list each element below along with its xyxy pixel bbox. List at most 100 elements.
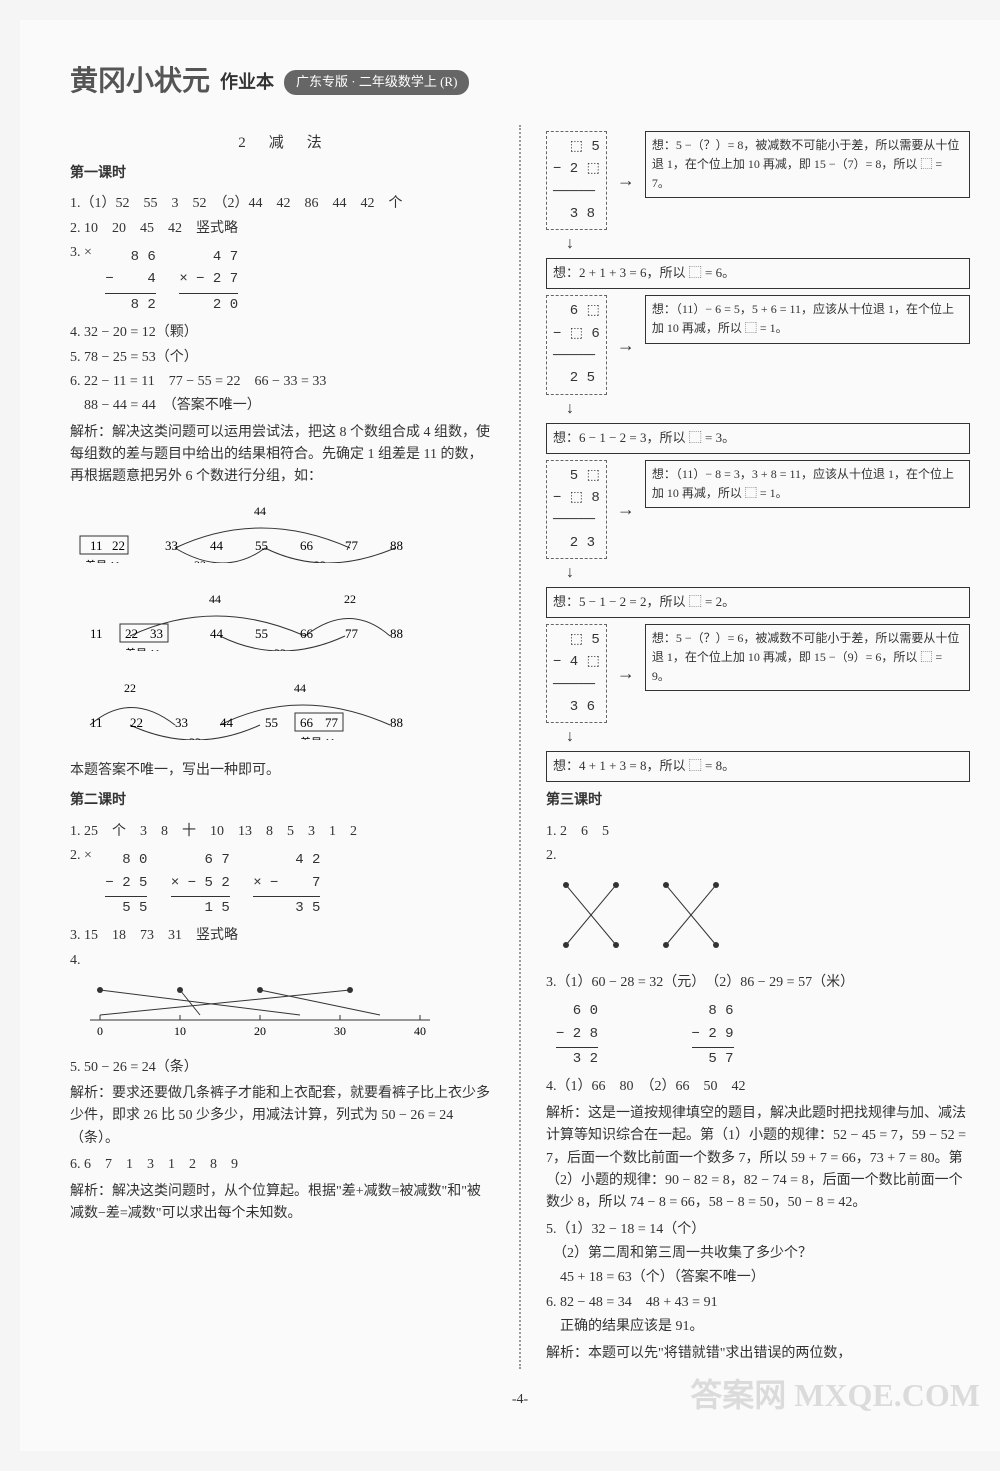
l2-q3: 3. 15 18 73 31 竖式略 bbox=[70, 925, 494, 947]
svg-text:44: 44 bbox=[294, 681, 306, 695]
l3-q5a: 5.（1）32 − 18 = 14（个） bbox=[546, 1219, 970, 1241]
flow-arrow-icon: ↓ bbox=[546, 565, 970, 581]
grouping-diagram-2: 44 22 33 11 2233 4455 6677 88 差是 11 bbox=[70, 591, 450, 651]
calc-box-5: 5 ⬚ − ⬚ 8 ───── 2 3 bbox=[546, 460, 607, 560]
arrow-right-icon: → bbox=[617, 495, 635, 524]
chapter-title: 2 减 法 bbox=[70, 131, 494, 155]
l2-analysis6: 解析：解决这类问题时，从个位算起。根据"差+减数=被减数"和"被减数−差=减数"… bbox=[70, 1181, 494, 1226]
q6b: 88 − 44 = 44 （答案不唯一） bbox=[70, 395, 494, 417]
svg-text:40: 40 bbox=[414, 1024, 426, 1038]
think-desc-5: 想：（11）− 8 = 3，3 + 8 = 11，应该从十位退 1，在个位上加 … bbox=[645, 460, 970, 508]
svg-text:66: 66 bbox=[300, 715, 314, 730]
l3-q6a: 6. 82 − 48 = 34 48 + 43 = 91 bbox=[546, 1292, 970, 1314]
vert-calc-1: 8 6 − 4 8 2 bbox=[105, 246, 155, 316]
q2: 2. 10 20 45 42 竖式略 bbox=[70, 218, 494, 240]
svg-text:0: 0 bbox=[97, 1024, 103, 1038]
think-block-1: ⬚ 5 − 2 ⬚ ───── 3 8 → 想：5 −（？）= 8，被减数不可能… bbox=[546, 131, 970, 231]
think-box-6: 想：5 − 1 − 2 = 2，所以 ⬚ = 2。 bbox=[546, 587, 970, 618]
svg-text:11: 11 bbox=[90, 626, 103, 641]
svg-text:66: 66 bbox=[300, 538, 314, 553]
lesson1-title: 第一课时 bbox=[70, 163, 494, 185]
l2-analysis5: 解析：要求还要做几条裤子才能和上衣配套，就要看裤子比上衣少多少件，即求 26 比… bbox=[70, 1083, 494, 1150]
q3-row: 3. × 8 6 − 4 8 2 4 7 × − 2 7 2 0 bbox=[70, 242, 494, 320]
q5: 5. 78 − 25 = 53（个） bbox=[70, 347, 494, 369]
l3-q3: 3.（1）60 − 28 = 32（元） （2）86 − 29 = 57（米） bbox=[546, 972, 970, 994]
analysis1: 解析：解决这类问题可以运用尝试法，把这 8 个数组合成 4 组数，使每组数的差与… bbox=[70, 422, 494, 489]
q6a: 6. 22 − 11 = 11 77 − 55 = 22 66 − 33 = 3… bbox=[70, 371, 494, 393]
svg-text:22: 22 bbox=[112, 538, 125, 553]
calc-box-3: 6 ⬚ − ⬚ 6 ───── 2 5 bbox=[546, 295, 607, 395]
svg-text:33: 33 bbox=[150, 626, 163, 641]
think-desc-7: 想：5 −（？）= 6，被减数不可能小于差，所以需要从十位退 1，在个位上加 1… bbox=[645, 624, 970, 692]
svg-text:77: 77 bbox=[325, 715, 339, 730]
l3-analysis4: 解析：这是一道按规律填空的题目，解决此题时把找规律与加、减法计算等知识综合在一起… bbox=[546, 1103, 970, 1215]
svg-text:66: 66 bbox=[300, 626, 314, 641]
svg-text:30: 30 bbox=[334, 1024, 346, 1038]
svg-text:差是 11: 差是 11 bbox=[85, 558, 120, 563]
calc-box-1: ⬚ 5 − 2 ⬚ ───── 3 8 bbox=[546, 131, 607, 231]
svg-text:77: 77 bbox=[345, 626, 359, 641]
svg-text:55: 55 bbox=[265, 715, 278, 730]
grouping-diagram-3: 22 44 33 1122 3344 55 6677 88 差是 11 bbox=[70, 680, 450, 740]
brand-logo: 黄冈小状元 bbox=[70, 60, 210, 105]
q1: 1.（1）52 55 3 52 （2）44 42 86 44 42 个 bbox=[70, 193, 494, 215]
workbook-label: 作业本 bbox=[220, 68, 274, 97]
l3-q5c: 45 + 18 = 63（个）（答案不唯一） bbox=[546, 1267, 970, 1289]
svg-text:55: 55 bbox=[255, 626, 268, 641]
svg-text:44: 44 bbox=[210, 538, 224, 553]
svg-text:11: 11 bbox=[90, 715, 103, 730]
l2-vert-2: 6 7 × − 5 2 1 5 bbox=[171, 849, 230, 919]
lesson2-title: 第二课时 bbox=[70, 790, 494, 812]
matching-diagram bbox=[546, 875, 746, 955]
l2-vert-1: 8 0 − 2 5 5 5 bbox=[105, 849, 147, 919]
left-column: 2 减 法 第一课时 1.（1）52 55 3 52 （2）44 42 86 4… bbox=[70, 125, 494, 1369]
think-box-4: 想：6 − 1 − 2 = 3，所以 ⬚ = 3。 bbox=[546, 423, 970, 454]
svg-text:77: 77 bbox=[345, 538, 359, 553]
l3-q2-label: 2. bbox=[546, 845, 970, 867]
lesson3-title: 第三课时 bbox=[546, 790, 970, 812]
l2-q2-label: 2. × bbox=[70, 848, 92, 863]
l2-vert-3: 4 2 × − 7 3 5 bbox=[253, 849, 320, 919]
column-divider bbox=[519, 125, 521, 1369]
svg-text:88: 88 bbox=[390, 715, 403, 730]
think-block-7: ⬚ 5 − 4 ⬚ ───── 3 6 → 想：5 −（？）= 6，被减数不可能… bbox=[546, 624, 970, 724]
flow-arrow-icon: ↓ bbox=[546, 236, 970, 252]
think-desc-1: 想：5 −（？）= 8，被减数不可能小于差，所以需要从十位退 1，在个位上加 1… bbox=[645, 131, 970, 199]
think-box-2: 想：2 + 1 + 3 = 6，所以 ⬚ = 6。 bbox=[546, 258, 970, 289]
svg-text:44: 44 bbox=[210, 626, 224, 641]
svg-text:33: 33 bbox=[165, 538, 178, 553]
arrow-right-icon: → bbox=[617, 166, 635, 195]
svg-text:10: 10 bbox=[174, 1024, 186, 1038]
svg-text:11: 11 bbox=[90, 538, 103, 553]
flow-arrow-icon: ↓ bbox=[546, 401, 970, 417]
l3-q6b: 正确的结果应该是 91。 bbox=[546, 1316, 970, 1338]
svg-text:88: 88 bbox=[390, 626, 403, 641]
edition-badge: 广东专版 · 二年级数学上 (R) bbox=[284, 70, 469, 95]
grouping-diagram-1: 44 33 22 1122 3344 5566 7788 差是 11 bbox=[70, 503, 450, 563]
l3-q5b: （2）第二周和第三周一共收集了多少个？ bbox=[546, 1243, 970, 1265]
svg-text:22: 22 bbox=[344, 592, 356, 606]
svg-text:44: 44 bbox=[209, 592, 221, 606]
flow-arrow-icon: ↓ bbox=[546, 729, 970, 745]
svg-text:33: 33 bbox=[175, 715, 188, 730]
svg-text:55: 55 bbox=[255, 538, 268, 553]
svg-text:22: 22 bbox=[124, 681, 136, 695]
svg-text:88: 88 bbox=[390, 538, 403, 553]
vert-calc-2: 4 7 × − 2 7 2 0 bbox=[179, 246, 238, 316]
note1: 本题答案不唯一，写出一种即可。 bbox=[70, 760, 494, 782]
arrow-right-icon: → bbox=[617, 659, 635, 688]
svg-text:33: 33 bbox=[274, 646, 286, 651]
page-header: 黄冈小状元 作业本 广东专版 · 二年级数学上 (R) bbox=[70, 60, 970, 105]
svg-text:44: 44 bbox=[254, 504, 266, 518]
l2-q2-row: 2. × 8 0 − 2 5 5 5 6 7 × − 5 2 1 5 4 2 ×… bbox=[70, 845, 494, 923]
l3-analysis6: 解析：本题可以先"将错就错"求出错误的两位数， bbox=[546, 1343, 970, 1365]
q4: 4. 32 − 20 = 12（颗） bbox=[70, 322, 494, 344]
l3-vert-row: 6 0 − 2 8 3 2 8 6 − 2 9 5 7 bbox=[546, 996, 970, 1074]
think-block-3: 6 ⬚ − ⬚ 6 ───── 2 5 → 想：（11）− 6 = 5，5 + … bbox=[546, 295, 970, 395]
l3-q1: 1. 2 6 5 bbox=[546, 821, 970, 843]
think-box-8: 想：4 + 1 + 3 = 8，所以 ⬚ = 8。 bbox=[546, 751, 970, 782]
l2-q5: 5. 50 − 26 = 24（条） bbox=[70, 1057, 494, 1079]
svg-text:22: 22 bbox=[130, 715, 143, 730]
l3-vert-1: 6 0 − 2 8 3 2 bbox=[556, 1000, 598, 1070]
calc-box-7: ⬚ 5 − 4 ⬚ ───── 3 6 bbox=[546, 624, 607, 724]
